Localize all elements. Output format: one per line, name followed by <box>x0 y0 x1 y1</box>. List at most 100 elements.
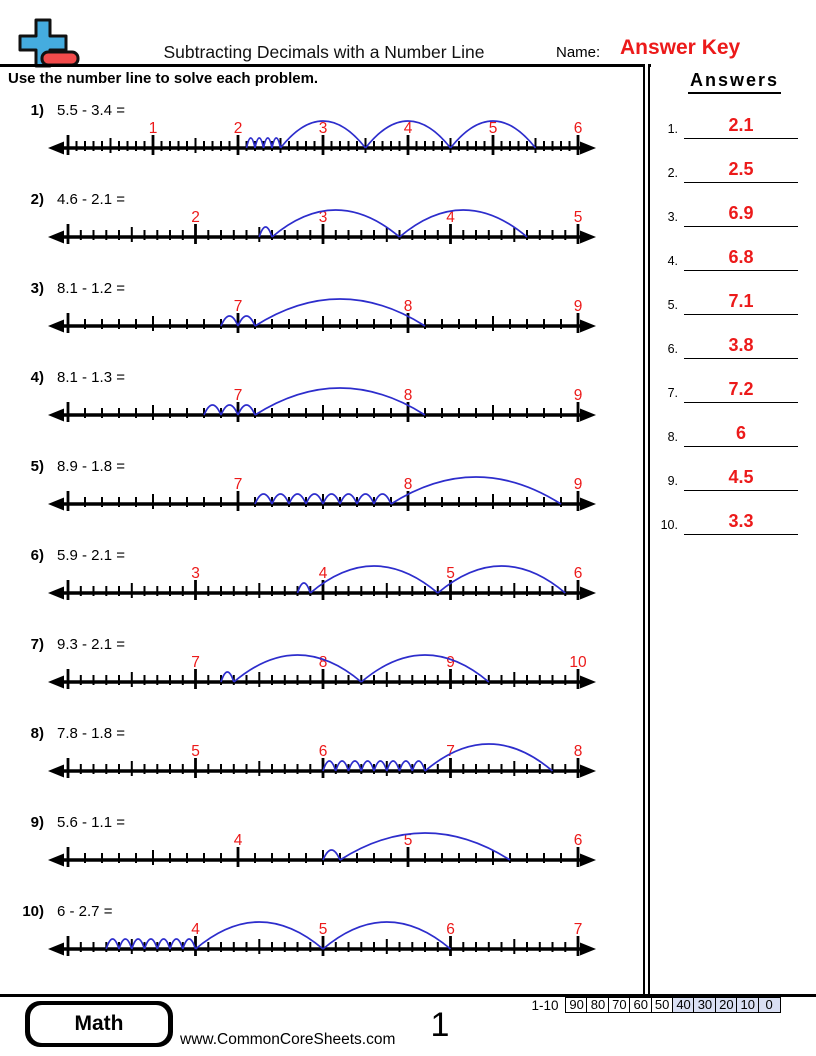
problem-row: 2 3 4 5 2) 4.6 - 2.1 = <box>0 185 648 265</box>
problem-row: 7 8 9 5) 8.9 - 1.8 = <box>0 452 648 532</box>
answer-index: 7. <box>667 386 678 400</box>
jump-arc <box>390 476 562 505</box>
jump-arc <box>203 404 222 416</box>
left-arrow-icon <box>48 586 64 600</box>
problem-number: 5) <box>30 458 44 475</box>
left-arrow-icon <box>48 942 64 956</box>
problem-number: 8) <box>30 725 44 742</box>
number-line: 2 3 4 5 <box>48 209 596 244</box>
right-arrow-icon <box>580 319 596 333</box>
jump-arc <box>449 120 537 149</box>
tick-label: 5 <box>489 120 498 137</box>
jump-arc <box>237 404 256 416</box>
problem-number: 3) <box>30 280 44 297</box>
tick-label: 9 <box>446 654 455 671</box>
tick-label: 9 <box>574 476 583 493</box>
problem-equation: 7.8 - 1.8 = <box>57 725 125 742</box>
problem-equation: 6 - 2.7 = <box>57 903 113 920</box>
left-arrow-icon <box>48 497 64 511</box>
problem-number: 9) <box>30 814 44 831</box>
tick-label: 5 <box>574 209 583 226</box>
tick-label: 3 <box>319 120 328 137</box>
score-cell: 0 <box>757 997 781 1013</box>
tick-label: 4 <box>234 832 243 849</box>
tick-label: 5 <box>191 743 200 760</box>
tick-label: 7 <box>234 387 243 404</box>
jump-arc <box>322 760 337 772</box>
jump-arc <box>279 120 367 149</box>
tick-label: 7 <box>234 298 243 315</box>
problem-equation: 5.9 - 2.1 = <box>57 547 125 564</box>
tick-label: 4 <box>319 565 328 582</box>
right-arrow-icon <box>580 853 596 867</box>
score-cell: 80 <box>586 997 610 1013</box>
jump-arc <box>143 938 159 950</box>
jump-arc <box>258 226 273 238</box>
answer-blank-line <box>684 226 798 227</box>
tick-label: 5 <box>319 921 328 938</box>
jump-arc <box>254 298 426 327</box>
jump-arc <box>322 493 341 505</box>
jump-arc <box>254 137 265 149</box>
answer-blank-line <box>684 138 798 139</box>
problem-equation-line: 8) 7.8 - 1.8 = <box>10 725 125 742</box>
jump-arc <box>322 921 452 950</box>
score-cell: 50 <box>650 997 674 1013</box>
left-arrow-icon <box>48 764 64 778</box>
jump-arc <box>411 760 426 772</box>
problem-equation: 8.9 - 1.8 = <box>57 458 125 475</box>
score-cell: 90 <box>565 997 589 1013</box>
problem-equation: 4.6 - 2.1 = <box>57 191 125 208</box>
problem-row: 7 8 9 4) 8.1 - 1.3 = <box>0 363 648 443</box>
answer-blank-line <box>684 446 798 447</box>
problem-equation: 8.1 - 1.2 = <box>57 280 125 297</box>
left-arrow-icon <box>48 230 64 244</box>
problem-number: 4) <box>30 369 44 386</box>
tick-label: 3 <box>319 209 328 226</box>
tick-label: 6 <box>446 921 455 938</box>
answer-value: 4.5 <box>728 467 754 487</box>
answer-index: 6. <box>667 342 678 356</box>
right-arrow-icon <box>580 764 596 778</box>
answer-index: 4. <box>667 254 678 268</box>
answer-value: 7.2 <box>728 379 754 399</box>
tick-label: 7 <box>446 743 455 760</box>
jump-arc <box>309 565 439 594</box>
tick-label: 2 <box>234 120 243 137</box>
jump-arc <box>360 760 375 772</box>
answer-index: 9. <box>667 474 678 488</box>
problem-equation-line: 1) 5.5 - 3.4 = <box>10 102 125 119</box>
problem-number: 10) <box>22 903 44 920</box>
left-arrow-icon <box>48 319 64 333</box>
problem-equation-line: 4) 8.1 - 1.3 = <box>10 369 125 386</box>
math-badge-label: Math <box>30 1005 168 1043</box>
jump-arc <box>271 209 401 238</box>
number-line: 7 8 9 <box>48 298 596 333</box>
tick-label: 7 <box>234 476 243 493</box>
jump-arc <box>288 493 307 505</box>
jump-arc <box>373 760 388 772</box>
tick-label: 4 <box>191 921 200 938</box>
answer-value: 7.1 <box>728 291 754 311</box>
problem-row: 3 4 5 6 6) 5.9 - 2.1 = <box>0 541 648 621</box>
number-line: 7 8 9 <box>48 476 596 511</box>
tick-label: 8 <box>404 387 413 404</box>
problem-equation-line: 7) 9.3 - 2.1 = <box>10 636 125 653</box>
math-badge: Math <box>25 1001 173 1047</box>
jump-arc <box>245 137 256 149</box>
problem-equation: 8.1 - 1.3 = <box>57 369 125 386</box>
answer-index: 5. <box>667 298 678 312</box>
jump-arc <box>339 493 358 505</box>
right-arrow-icon <box>580 942 596 956</box>
problem-equation-line: 6) 5.9 - 2.1 = <box>10 547 125 564</box>
answer-value: 3.3 <box>728 511 754 531</box>
answer-value: 6.9 <box>728 203 754 223</box>
jump-arc <box>233 654 362 683</box>
footer-rule <box>0 994 816 997</box>
tick-label: 3 <box>191 565 200 582</box>
tick-label: 6 <box>574 565 583 582</box>
answer-blank-line <box>684 534 798 535</box>
jump-arc <box>237 315 256 327</box>
answer-value: 2.5 <box>728 159 754 179</box>
problem-equation-line: 10) 6 - 2.7 = <box>10 903 112 920</box>
